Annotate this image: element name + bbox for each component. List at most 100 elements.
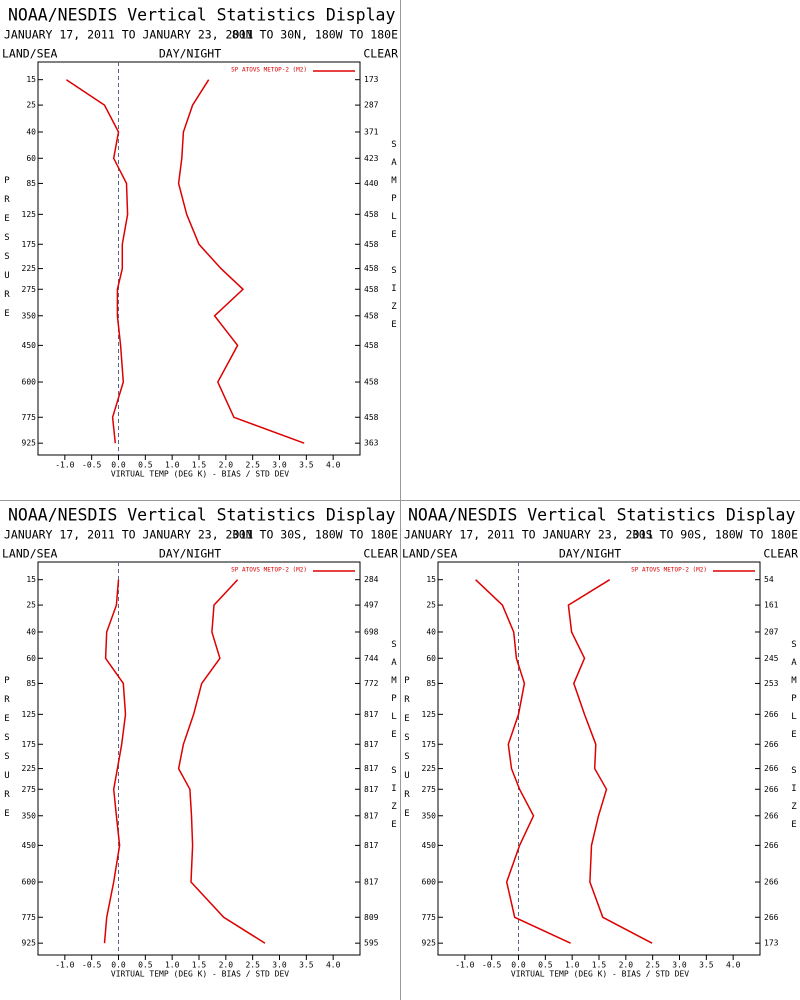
sample-size-label: 458 xyxy=(364,341,379,350)
day-night-label: DAY/NIGHT xyxy=(159,47,221,61)
x-axis-label: VIRTUAL TEMP (DEG K) - BIAS / STD DEV xyxy=(111,970,289,979)
x-tick-label: 2.5 xyxy=(645,961,660,970)
land-sea-label: LAND/SEA xyxy=(2,47,57,61)
sample-size-label: 458 xyxy=(364,285,379,294)
x-tick-label: 3.0 xyxy=(672,961,687,970)
sample-size-label: 266 xyxy=(764,878,779,887)
sample-size-label: 817 xyxy=(364,740,379,749)
sample-size-label: 423 xyxy=(364,154,379,163)
y-tick-label: 125 xyxy=(22,710,37,719)
y-tick-label: 600 xyxy=(22,378,37,387)
sample-size-label: 266 xyxy=(764,841,779,850)
panel: NOAA/NESDIS Vertical Statistics Display J… xyxy=(2,506,399,979)
x-tick-label: -0.5 xyxy=(82,461,101,470)
y-tick-label: 85 xyxy=(26,179,36,188)
chart-title: NOAA/NESDIS Vertical Statistics Display xyxy=(408,506,795,525)
sample-size-label: 817 xyxy=(364,878,379,887)
std-dev-line xyxy=(177,579,266,944)
x-tick-label: 1.5 xyxy=(192,961,207,970)
sample-size-label: 371 xyxy=(364,127,379,136)
x-tick-label: 0.0 xyxy=(111,461,126,470)
y-tick-label: 450 xyxy=(22,341,37,350)
y-tick-label: 925 xyxy=(422,939,437,948)
sample-size-label: 266 xyxy=(764,710,779,719)
x-tick-label: -0.5 xyxy=(482,961,501,970)
y-tick-label: 275 xyxy=(22,285,37,294)
y-tick-label: 85 xyxy=(26,679,36,688)
day-night-label: DAY/NIGHT xyxy=(159,547,221,561)
x-tick-label: -1.0 xyxy=(55,461,74,470)
std-dev-line xyxy=(177,79,305,444)
sample-size-label: 817 xyxy=(364,811,379,820)
y-tick-label: 125 xyxy=(422,710,437,719)
y-tick-label: 15 xyxy=(426,575,436,584)
x-tick-label: 4.0 xyxy=(326,461,341,470)
sample-size-label: 595 xyxy=(364,939,379,948)
x-tick-label: -1.0 xyxy=(455,961,474,970)
sample-size-label: 54 xyxy=(764,575,774,584)
y-tick-label: 60 xyxy=(26,154,36,163)
x-axis-label: VIRTUAL TEMP (DEG K) - BIAS / STD DEV xyxy=(511,970,689,979)
x-axis-label: VIRTUAL TEMP (DEG K) - BIAS / STD DEV xyxy=(111,470,289,479)
y-tick-label: 275 xyxy=(422,785,437,794)
y-tick-label: 40 xyxy=(426,627,436,636)
y-tick-label: 225 xyxy=(22,764,37,773)
y2-axis-label: SAMPLE SIZE xyxy=(389,640,399,838)
sample-size-label: 458 xyxy=(364,240,379,249)
sample-size-label: 266 xyxy=(764,913,779,922)
y-tick-label: 350 xyxy=(422,811,437,820)
subtitle: JANUARY 17, 2011 TO JANUARY 23, 2011 xyxy=(4,28,253,42)
y-tick-label: 25 xyxy=(26,601,36,610)
y-tick-label: 15 xyxy=(26,75,36,84)
legend-label: SP ATOVS METOP-2 (M2) xyxy=(631,567,707,574)
y-tick-label: 925 xyxy=(22,439,37,448)
x-tick-label: 2.5 xyxy=(245,461,260,470)
y-axis-label: PRESSURE xyxy=(2,176,12,328)
y-tick-label: 25 xyxy=(426,601,436,610)
sample-size-label: 817 xyxy=(364,710,379,719)
y-tick-label: 225 xyxy=(422,764,437,773)
y-tick-label: 600 xyxy=(22,878,37,887)
legend-label: SP ATOVS METOP-2 (M2) xyxy=(231,67,307,74)
sample-size-label: 266 xyxy=(764,785,779,794)
x-tick-label: 3.5 xyxy=(299,961,314,970)
sample-size-label: 817 xyxy=(364,764,379,773)
x-tick-label: 3.0 xyxy=(272,461,287,470)
sample-size-label: 245 xyxy=(764,654,779,663)
sample-size-label: 253 xyxy=(764,679,779,688)
x-tick-label: 4.0 xyxy=(326,961,341,970)
sample-size-label: 173 xyxy=(364,75,379,84)
sample-size-label: 458 xyxy=(364,264,379,273)
panel: NOAA/NESDIS Vertical Statistics Display J… xyxy=(2,6,399,479)
y-axis-label: PRESSURE xyxy=(402,676,412,828)
bias-line xyxy=(103,579,127,944)
std-dev-line xyxy=(567,579,653,944)
y-tick-label: 40 xyxy=(26,627,36,636)
y-tick-label: 225 xyxy=(22,264,37,273)
x-tick-label: 1.0 xyxy=(165,961,180,970)
x-tick-label: 1.5 xyxy=(592,961,607,970)
y2-axis-label: SAMPLE SIZE xyxy=(389,140,399,338)
y-tick-label: 85 xyxy=(426,679,436,688)
sample-size-label: 287 xyxy=(364,101,379,110)
sample-size-label: 266 xyxy=(764,764,779,773)
legend-label: SP ATOVS METOP-2 (M2) xyxy=(231,567,307,574)
x-tick-label: 2.0 xyxy=(619,961,634,970)
x-tick-label: 0.5 xyxy=(538,961,553,970)
y-tick-label: 175 xyxy=(22,240,37,249)
sample-size-label: 284 xyxy=(364,575,379,584)
x-tick-label: 0.5 xyxy=(138,461,153,470)
subtitle: JANUARY 17, 2011 TO JANUARY 23, 2011 xyxy=(404,528,653,542)
x-tick-label: -0.5 xyxy=(82,961,101,970)
y-tick-label: 125 xyxy=(22,210,37,219)
land-sea-label: LAND/SEA xyxy=(402,547,457,561)
y-tick-label: 600 xyxy=(422,878,437,887)
x-tick-label: 1.0 xyxy=(165,461,180,470)
day-night-label: DAY/NIGHT xyxy=(559,547,621,561)
x-tick-label: 2.0 xyxy=(219,461,234,470)
chart-title: NOAA/NESDIS Vertical Statistics Display xyxy=(8,506,395,525)
subtitle: JANUARY 17, 2011 TO JANUARY 23, 2011 xyxy=(4,528,253,542)
x-tick-label: 2.5 xyxy=(245,961,260,970)
y-tick-label: 275 xyxy=(22,785,37,794)
